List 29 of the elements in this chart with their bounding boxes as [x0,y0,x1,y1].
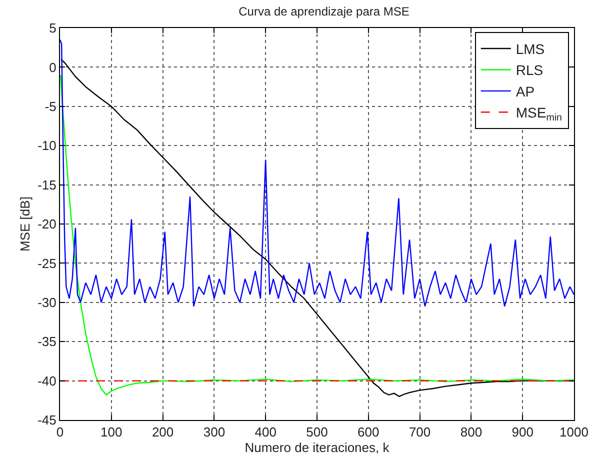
y-tick-label: -5 [44,98,56,114]
y-tick-label: -20 [38,216,56,232]
legend-label: MSE$_{min}$ [516,104,562,124]
y-tick-label: -10 [38,138,56,154]
y-tick-label: -35 [38,334,56,350]
legend-label: LMS [516,40,545,57]
x-tick-label: 300 [203,424,226,440]
y-tick-label: -15 [38,177,56,192]
x-tick-label: 600 [358,424,380,440]
x-tick-label: 500 [306,424,328,440]
x-tick-label: 100 [100,424,122,440]
chart-title: Curva de aprendizaje para MSE [238,4,410,18]
x-tick-label: 800 [460,424,482,440]
x-axis-title: Numero de iteraciones, k [244,440,390,456]
legend-label: AP [516,83,535,100]
line-series [60,39,574,307]
y-axis-title: MSE [dB] [18,196,33,252]
y-tick-label: 5 [49,20,56,36]
x-tick-label: 900 [512,424,534,440]
y-tick-label: -40 [38,373,56,388]
y-tick-label: -30 [38,294,56,310]
y-tick-label: -45 [38,412,56,428]
y-tick-label: 0 [49,60,56,75]
x-tick-label: 1000 [560,424,588,440]
x-tick-label: 200 [152,424,174,440]
x-tick-label: 700 [408,424,431,440]
legend-label: RLS [516,62,544,78]
y-tick-label: -25 [38,256,56,271]
x-tick-label: 400 [254,424,276,440]
